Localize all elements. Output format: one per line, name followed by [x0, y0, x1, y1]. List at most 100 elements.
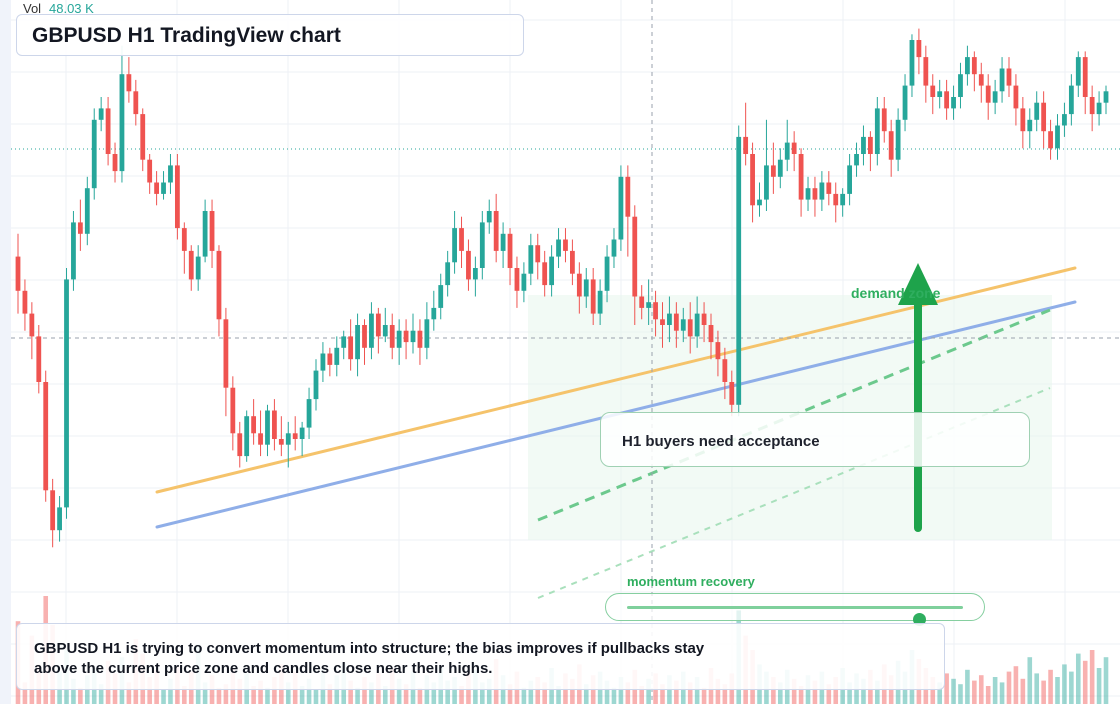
title-box: GBPUSD H1 TradingView chart: [16, 14, 524, 56]
candle-body: [230, 387, 236, 434]
candle-body: [154, 182, 159, 194]
candle-body: [292, 433, 298, 439]
volume-bar: [992, 677, 998, 704]
candle-body: [431, 307, 437, 320]
candle-body: [701, 313, 707, 325]
volume-bar: [299, 686, 305, 704]
volume-bar: [1027, 657, 1033, 704]
candle-body: [396, 330, 402, 348]
volume-bar: [486, 678, 492, 704]
candle-body: [486, 211, 492, 223]
volume-bar: [71, 678, 76, 704]
candle-body: [930, 85, 936, 97]
volume-bar: [521, 687, 527, 704]
candle-body: [895, 119, 901, 160]
demand-zone-label: demand zone: [851, 285, 941, 301]
volume-bar: [223, 684, 229, 704]
candle-body: [216, 250, 222, 320]
volume-bar: [1103, 657, 1109, 704]
note-text: H1 buyers need acceptance: [622, 433, 820, 450]
volume-bar: [791, 678, 797, 704]
candle-body: [133, 91, 139, 115]
candle-body: [445, 262, 451, 286]
candle-body: [632, 216, 638, 297]
candle-body: [168, 165, 173, 183]
candle-body: [369, 313, 374, 348]
candle-body: [826, 182, 832, 194]
candle-body: [181, 228, 187, 251]
candle-body: [770, 165, 776, 177]
candle-body: [389, 325, 395, 348]
volume-bar: [618, 677, 624, 704]
candle-body: [22, 290, 28, 314]
candle-body: [348, 336, 354, 360]
candle-body: [1062, 114, 1067, 126]
candle-body: [819, 182, 825, 200]
volume-bar: [639, 686, 644, 704]
volume-bar: [674, 680, 679, 704]
volume-bar: [826, 684, 832, 704]
candle-body: [729, 382, 735, 405]
volume-bar: [237, 678, 243, 704]
candle-body: [320, 353, 326, 371]
volume-bar: [528, 680, 534, 704]
left-scale-strip: [0, 0, 11, 704]
candle-body: [625, 176, 631, 217]
volume-bar: [452, 677, 457, 704]
volume-bar: [459, 686, 464, 704]
volume-bar: [833, 677, 839, 704]
candle-body: [355, 325, 360, 360]
candle-body: [195, 256, 201, 280]
volume-bar: [355, 687, 360, 704]
volume-bar: [1006, 671, 1012, 704]
candle-body: [743, 136, 749, 154]
volume-bar: [445, 680, 450, 704]
momentum-slider[interactable]: [605, 593, 985, 626]
volume-bar: [1055, 677, 1060, 704]
candle-body: [417, 330, 423, 348]
volume-bar: [202, 682, 208, 704]
candle-body: [50, 490, 56, 531]
volume-bar: [722, 684, 728, 704]
note-callout: H1 buyers need acceptance: [600, 412, 1030, 467]
candle-body: [673, 313, 679, 331]
candle-body: [840, 193, 846, 206]
candle-body: [590, 279, 596, 314]
candle-body: [951, 97, 956, 109]
volume-bar: [431, 682, 437, 704]
volume-bar: [272, 677, 277, 704]
volume-bar: [542, 682, 547, 704]
momentum-knob[interactable]: [913, 613, 927, 626]
volume-bar: [978, 675, 984, 704]
volume-bar: [985, 686, 991, 704]
volume-bar: [327, 684, 333, 704]
candle-body: [459, 228, 464, 251]
volume-bar: [694, 677, 700, 704]
candle-body: [202, 211, 208, 257]
volume-value: 48.03 K: [49, 1, 94, 16]
candle-body: [958, 74, 963, 97]
candle-body: [15, 256, 21, 291]
candle-body: [327, 353, 333, 365]
candle-body: [750, 154, 755, 206]
candle-body: [71, 222, 76, 280]
volume-bar: [396, 678, 402, 704]
volume-bar: [216, 687, 222, 704]
candle-body: [29, 313, 35, 337]
candle-body: [493, 211, 499, 251]
candle-body: [382, 325, 388, 337]
candle-body: [812, 188, 818, 200]
candle-body: [1013, 85, 1019, 109]
volume-bar: [930, 677, 936, 704]
candle-body: [1006, 68, 1012, 86]
volume-bar: [480, 682, 485, 704]
volume-bar: [285, 682, 291, 704]
volume-bar: [168, 678, 173, 704]
candle-body: [375, 313, 381, 337]
volume-bar: [937, 682, 942, 704]
volume-bar: [535, 677, 541, 704]
candle-body: [916, 40, 922, 58]
candle-body: [1041, 102, 1047, 132]
candle-body: [272, 410, 277, 439]
